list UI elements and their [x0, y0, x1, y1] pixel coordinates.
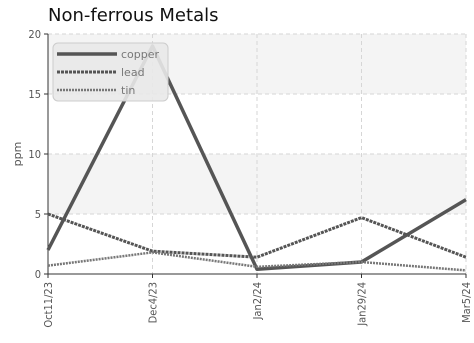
y-tick-label: 0	[35, 268, 41, 281]
series-line-tin	[47, 251, 467, 272]
y-tick-label: 15	[28, 88, 41, 101]
y-axis-label: ppm	[11, 142, 24, 167]
y-tick-label: 10	[28, 148, 41, 161]
x-tick-label: Mar5/24	[460, 282, 473, 323]
chart-title: Non-ferrous Metals	[48, 5, 218, 26]
x-tick-label: Jan2/24	[251, 282, 264, 320]
series-line-copper	[46, 44, 467, 271]
y-tick-label: 20	[28, 28, 41, 41]
x-tick-label: Dec4/23	[147, 282, 160, 323]
legend: copper lead tin	[52, 42, 169, 102]
x-axis-ticks: Oct11/23 Dec4/23 Jan2/24 Jan29/24 Mar5/24	[42, 274, 473, 328]
series-line-lead	[47, 212, 467, 259]
chart-series	[46, 44, 467, 272]
x-tick-label: Oct11/23	[42, 282, 55, 328]
y-axis-ticks: 0 5 10 15 20	[28, 28, 48, 281]
chart-grid	[48, 33, 467, 274]
y-tick-label: 5	[35, 208, 41, 221]
legend-label-tin: tin	[121, 84, 135, 97]
x-tick-label: Jan29/24	[356, 282, 369, 327]
legend-label-lead: lead	[121, 66, 145, 79]
legend-label-copper: copper	[121, 48, 160, 61]
